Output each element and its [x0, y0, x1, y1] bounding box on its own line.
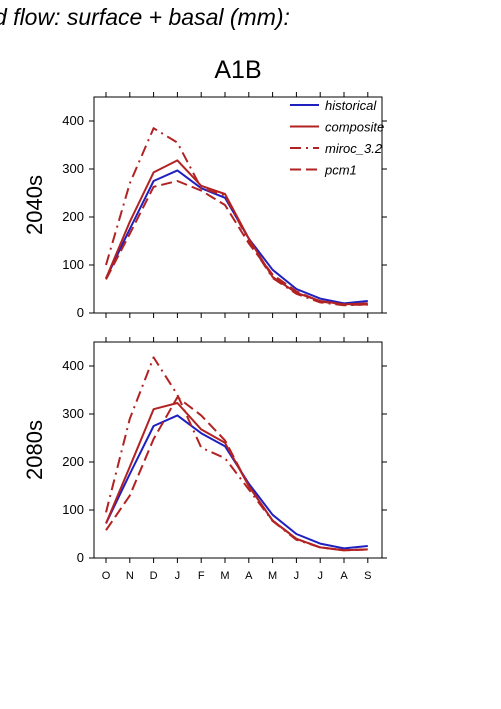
legend-label-miroc_3.2: miroc_3.2: [325, 141, 383, 156]
x-tick-label: N: [126, 570, 134, 582]
page-title-text: d flow: surface + basal (mm):: [0, 4, 290, 30]
x-tick-label: A: [245, 570, 253, 582]
y-tick-label: 0: [77, 550, 84, 565]
series-line-historical: [105, 414, 368, 550]
series-line-pcm1: [105, 396, 368, 552]
x-tick-label: S: [364, 570, 371, 582]
panel-label: 2080s: [22, 420, 47, 480]
series-line-miroc_3.2: [105, 356, 368, 552]
y-tick-label: 400: [62, 113, 84, 128]
legend-label-pcm1: pcm1: [324, 163, 357, 178]
y-tick-label: 300: [62, 406, 84, 421]
panel-label: 2040s: [22, 175, 47, 235]
y-tick-label: 100: [62, 257, 84, 272]
x-tick-label: M: [220, 570, 229, 582]
x-tick-label: A: [340, 570, 348, 582]
x-tick-label: D: [150, 570, 158, 582]
y-tick-label: 400: [62, 358, 84, 373]
y-tick-label: 200: [62, 454, 84, 469]
x-tick-label: O: [102, 570, 111, 582]
x-tick-label: J: [317, 570, 323, 582]
legend-label-historical: historical: [325, 98, 377, 113]
legend-label-composite: composite: [325, 120, 384, 135]
scenario-title: A1B: [214, 56, 262, 84]
plot-frame: [93, 341, 383, 559]
plot-frame: [93, 96, 383, 314]
series-line-composite: [105, 402, 368, 552]
x-tick-label: J: [175, 570, 181, 582]
legend: historical composite miroc_3.2 pcm1: [290, 98, 384, 178]
y-tick-label: 100: [62, 502, 84, 517]
x-tick-label: M: [268, 570, 277, 582]
x-tick-label: F: [198, 570, 205, 582]
panel-2040s: 0 100 200 300 400 2040s historical composite mir…: [22, 92, 387, 320]
series-line-pcm1: [105, 180, 368, 306]
page-title: d flow: surface + basal (mm):: [0, 4, 501, 34]
y-tick-label: 200: [62, 209, 84, 224]
series-line-composite: [105, 159, 368, 306]
x-tick-label: J: [294, 570, 300, 582]
y-tick-label: 0: [77, 305, 84, 320]
y-tick-label: 300: [62, 161, 84, 176]
panel-2080s: 0 100 200 300 400 O N D J F M A M J J A S 2080s: [22, 337, 387, 582]
